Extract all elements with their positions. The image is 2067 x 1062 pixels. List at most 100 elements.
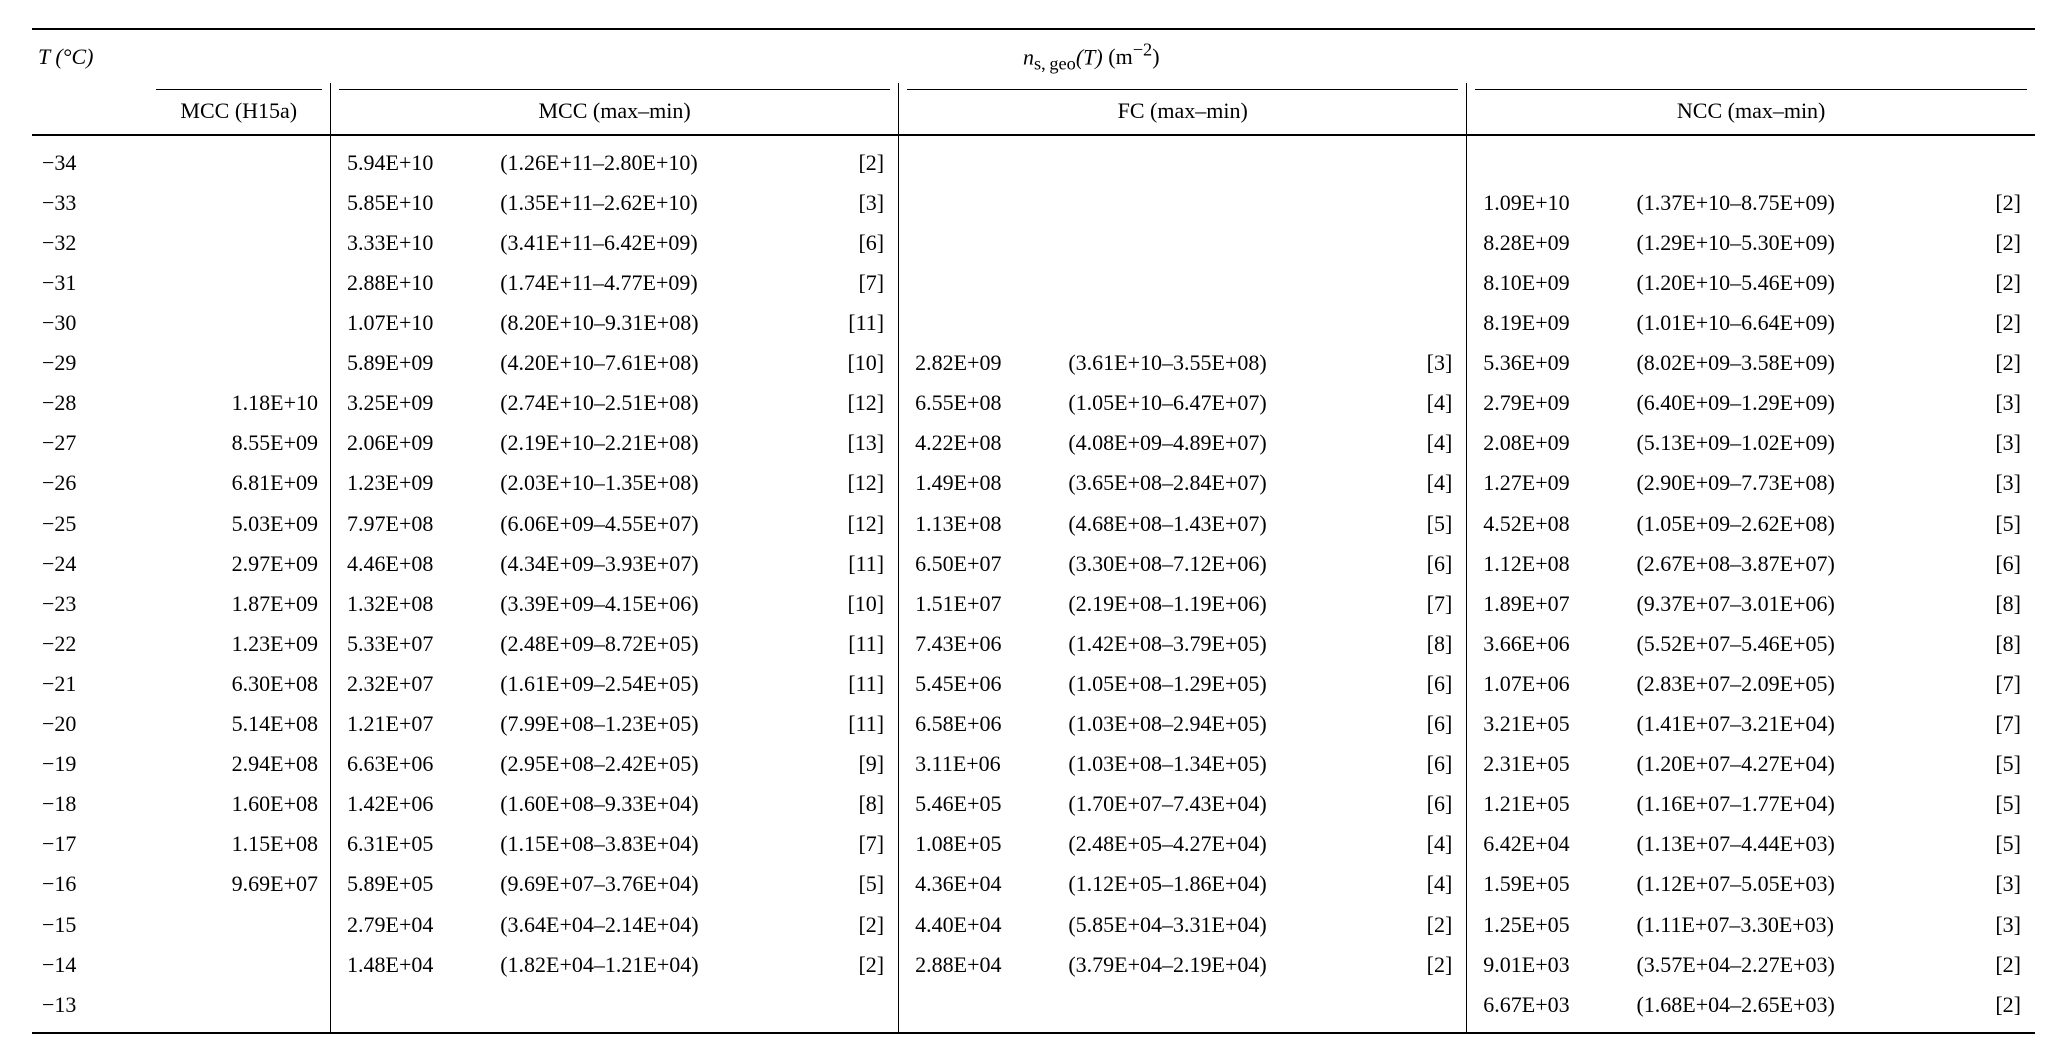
table-row: −141.48E+04(1.82E+04–1.21E+04)[2]2.88E+0… (32, 945, 2035, 985)
cell-mcc-n: [5] (822, 864, 899, 904)
cell-ncc-n: [2] (1958, 985, 2035, 1033)
cell-fc-n: [2] (1390, 945, 1467, 985)
cell-mcc-n: [7] (822, 263, 899, 303)
cell-ncc-n: [3] (1958, 463, 2035, 503)
cell-mcc-med: 5.33E+07 (331, 624, 495, 664)
cell-ncc-range: (2.67E+08–3.87E+07) (1630, 544, 1957, 584)
cell-mcc-n: [3] (822, 183, 899, 223)
cell-mcc-med: 1.21E+07 (331, 704, 495, 744)
cell-T: −29 (32, 343, 148, 383)
cell-ncc-range: (1.11E+07–3.30E+03) (1630, 905, 1957, 945)
table-row: −301.07E+10(8.20E+10–9.31E+08)[11]8.19E+… (32, 303, 2035, 343)
cell-mcc-range: (1.35E+11–2.62E+10) (494, 183, 821, 223)
cell-fc-med: 4.22E+08 (899, 423, 1063, 463)
cell-fc-range: (5.85E+04–3.31E+04) (1062, 905, 1389, 945)
cell-T: −13 (32, 985, 148, 1033)
cell-ncc-n: [5] (1958, 744, 2035, 784)
cell-ncc-med: 5.36E+09 (1467, 343, 1631, 383)
col-header-T: T (°C) (32, 29, 148, 135)
cell-fc-range: (3.61E+10–3.55E+08) (1062, 343, 1389, 383)
cell-mcc-med: 6.63E+06 (331, 744, 495, 784)
group-header-mcc-label: MCC (max–min) (339, 89, 890, 124)
cell-mcc-n: [12] (822, 504, 899, 544)
cell-fc-range: (2.48E+05–4.27E+04) (1062, 824, 1389, 864)
cell-fc-range: (1.05E+10–6.47E+07) (1062, 383, 1389, 423)
cell-ncc-range: (1.20E+10–5.46E+09) (1630, 263, 1957, 303)
cell-ncc-med: 1.89E+07 (1467, 584, 1631, 624)
cell-mcc-med: 5.89E+05 (331, 864, 495, 904)
cell-mcc-n: [11] (822, 664, 899, 704)
cell-fc-range: (1.05E+08–1.29E+05) (1062, 664, 1389, 704)
cell-ncc-n: [2] (1958, 343, 2035, 383)
cell-mcc-med: 2.32E+07 (331, 664, 495, 704)
cell-ncc-n (1958, 136, 2035, 183)
cell-ncc-med: 1.59E+05 (1467, 864, 1631, 904)
cell-ncc-n: [3] (1958, 905, 2035, 945)
cell-h15a: 9.69E+07 (148, 864, 331, 904)
cell-fc-n: [4] (1390, 423, 1467, 463)
cell-mcc-n: [2] (822, 905, 899, 945)
cell-mcc-range: (3.64E+04–2.14E+04) (494, 905, 821, 945)
cell-h15a (148, 263, 331, 303)
cell-fc-med: 6.55E+08 (899, 383, 1063, 423)
cell-ncc-range: (3.57E+04–2.27E+03) (1630, 945, 1957, 985)
cell-mcc-n: [12] (822, 383, 899, 423)
cell-mcc-range: (6.06E+09–4.55E+07) (494, 504, 821, 544)
cell-fc-n: [6] (1390, 704, 1467, 744)
cell-mcc-med: 5.94E+10 (331, 136, 495, 183)
cell-h15a: 1.87E+09 (148, 584, 331, 624)
cell-h15a (148, 343, 331, 383)
cell-fc-range: (3.65E+08–2.84E+07) (1062, 463, 1389, 503)
cell-fc-med: 2.82E+09 (899, 343, 1063, 383)
cell-fc-range: (2.19E+08–1.19E+06) (1062, 584, 1389, 624)
cell-ncc-range: (1.68E+04–2.65E+03) (1630, 985, 1957, 1033)
cell-ncc-n: [2] (1958, 303, 2035, 343)
table-row: −181.60E+081.42E+06(1.60E+08–9.33E+04)[8… (32, 784, 2035, 824)
cell-ncc-n: [2] (1958, 223, 2035, 263)
cell-mcc-n: [8] (822, 784, 899, 824)
cell-ncc-range: (2.83E+07–2.09E+05) (1630, 664, 1957, 704)
cell-ncc-med: 2.08E+09 (1467, 423, 1631, 463)
cell-T: −32 (32, 223, 148, 263)
cell-h15a: 1.18E+10 (148, 383, 331, 423)
cell-ncc-med: 1.25E+05 (1467, 905, 1631, 945)
cell-mcc-range: (2.19E+10–2.21E+08) (494, 423, 821, 463)
cell-h15a: 8.55E+09 (148, 423, 331, 463)
cell-fc-range: (1.42E+08–3.79E+05) (1062, 624, 1389, 664)
cell-T: −30 (32, 303, 148, 343)
cell-mcc-range: (2.95E+08–2.42E+05) (494, 744, 821, 784)
cell-T: −27 (32, 423, 148, 463)
cell-fc-med: 5.45E+06 (899, 664, 1063, 704)
cell-mcc-med: 5.89E+09 (331, 343, 495, 383)
cell-fc-n: [6] (1390, 664, 1467, 704)
table-row: −266.81E+091.23E+09(2.03E+10–1.35E+08)[1… (32, 463, 2035, 503)
cell-T: −20 (32, 704, 148, 744)
cell-fc-n: [3] (1390, 343, 1467, 383)
cell-ncc-n: [5] (1958, 824, 2035, 864)
cell-fc-med (899, 223, 1063, 263)
group-header-h15a-label: MCC (H15a) (156, 89, 322, 124)
cell-ncc-range: (5.52E+07–5.46E+05) (1630, 624, 1957, 664)
cell-T: −19 (32, 744, 148, 784)
cell-mcc-med: 1.07E+10 (331, 303, 495, 343)
cell-fc-n: [4] (1390, 383, 1467, 423)
cell-T: −14 (32, 945, 148, 985)
cell-fc-med (899, 183, 1063, 223)
cell-fc-n: [7] (1390, 584, 1467, 624)
cell-ncc-med: 1.09E+10 (1467, 183, 1631, 223)
group-header-fc: FC (max–min) (899, 83, 1467, 135)
cell-mcc-n: [2] (822, 136, 899, 183)
cell-fc-range (1062, 985, 1389, 1033)
cell-ncc-n: [8] (1958, 584, 2035, 624)
cell-ncc-med: 1.21E+05 (1467, 784, 1631, 824)
cell-mcc-range (494, 985, 821, 1033)
table-row: −152.79E+04(3.64E+04–2.14E+04)[2]4.40E+0… (32, 905, 2035, 945)
cell-mcc-range: (2.03E+10–1.35E+08) (494, 463, 821, 503)
cell-ncc-med: 2.31E+05 (1467, 744, 1631, 784)
group-header-mcc: MCC (max–min) (331, 83, 899, 135)
cell-mcc-med: 2.88E+10 (331, 263, 495, 303)
cell-mcc-med: 1.32E+08 (331, 584, 495, 624)
table-row: −295.89E+09(4.20E+10–7.61E+08)[10]2.82E+… (32, 343, 2035, 383)
cell-fc-range (1062, 223, 1389, 263)
cell-mcc-med: 3.25E+09 (331, 383, 495, 423)
